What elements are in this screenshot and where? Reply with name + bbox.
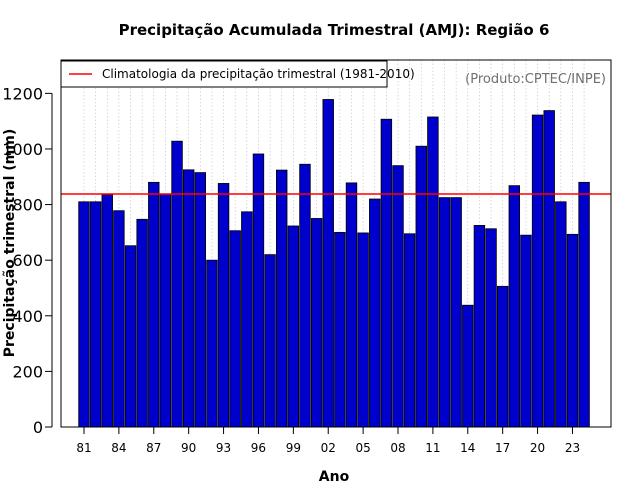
x-tick-label: 02 [321, 441, 336, 455]
y-tick-label: 600 [12, 251, 43, 270]
bar-2020 [531, 114, 544, 428]
x-tick-label: 81 [76, 441, 91, 455]
bar-2019 [520, 234, 532, 428]
bar-2023 [566, 233, 579, 428]
bar-1991 [194, 172, 207, 428]
x-tick-label: 90 [181, 441, 196, 455]
x-tick-label: 20 [530, 441, 545, 455]
bar-1983 [101, 194, 113, 428]
bar-2005 [357, 232, 369, 428]
bar-1989 [171, 140, 183, 428]
bar-1990 [182, 169, 195, 428]
x-tick-label: 87 [146, 441, 161, 455]
y-tick-label: 1000 [2, 140, 43, 159]
bar-2024 [578, 181, 590, 428]
x-tick-label: 14 [460, 441, 475, 455]
bar-1996 [252, 153, 265, 428]
y-tick-label: 800 [12, 196, 43, 215]
bar-1999 [287, 225, 300, 428]
bar-2012 [438, 197, 451, 428]
bar-2017 [496, 285, 509, 428]
y-tick-label: 0 [33, 418, 43, 437]
x-axis-title: Ano [319, 469, 350, 485]
x-tick-label: 23 [565, 441, 580, 455]
bar-2011 [427, 116, 439, 428]
x-tick-label: 93 [216, 441, 231, 455]
bar-2004 [345, 182, 358, 428]
x-tick-label: 17 [495, 441, 510, 455]
bar-2001 [310, 218, 323, 428]
y-axis-title: Precipitação trimestral (mm) [2, 129, 18, 357]
bar-1992 [206, 259, 218, 428]
bar-2016 [485, 228, 497, 428]
bar-1995 [241, 211, 253, 428]
bar-2013 [450, 197, 462, 428]
bar-1993 [217, 183, 230, 428]
x-tick-label: 11 [425, 441, 440, 455]
bar-2000 [299, 163, 311, 428]
bar-series [78, 99, 590, 428]
bar-1982 [89, 201, 102, 428]
source-note: (Produto:CPTEC/INPE) [465, 72, 606, 87]
bar-2010 [415, 145, 427, 428]
bar-2009 [403, 233, 416, 428]
bar-2022 [555, 201, 567, 428]
bar-2006 [369, 198, 381, 428]
bar-2003 [334, 231, 346, 428]
legend: Climatologia da precipitação trimestral … [60, 60, 415, 88]
bar-1988 [159, 193, 172, 428]
bar-1994 [229, 230, 241, 428]
x-tick-label: 96 [251, 441, 266, 455]
bar-1997 [264, 254, 276, 428]
bar-1984 [113, 210, 125, 428]
y-tick-label: 400 [12, 307, 43, 326]
bar-2002 [322, 99, 334, 428]
y-axis: 0 200 400 600 800 1000 1200 [2, 84, 53, 437]
y-tick-label: 200 [12, 362, 43, 381]
bar-1985 [124, 245, 137, 428]
bar-2007 [380, 118, 393, 428]
bar-1986 [136, 218, 148, 428]
x-tick-label: 05 [355, 441, 370, 455]
legend-label: Climatologia da precipitação trimestral … [102, 67, 415, 81]
bar-2014 [462, 304, 474, 428]
bar-1998 [276, 169, 288, 428]
bar-2021 [543, 110, 555, 428]
plot-frame [60, 59, 612, 428]
bar-1981 [78, 201, 90, 428]
chart-title: Precipitação Acumulada Trimestral (AMJ):… [119, 21, 550, 39]
bar-2018 [508, 185, 521, 428]
x-tick-label: 99 [286, 441, 301, 455]
bar-2015 [473, 225, 486, 428]
legend-box [60, 60, 388, 88]
bar-1987 [148, 181, 160, 428]
y-tick-label: 1200 [2, 84, 43, 103]
x-tick-label: 08 [390, 441, 405, 455]
bar-2008 [392, 165, 404, 428]
x-axis: 81 84 87 90 93 96 99 02 05 08 11 14 17 20 23 [76, 427, 580, 455]
x-tick-label: 84 [111, 441, 126, 455]
